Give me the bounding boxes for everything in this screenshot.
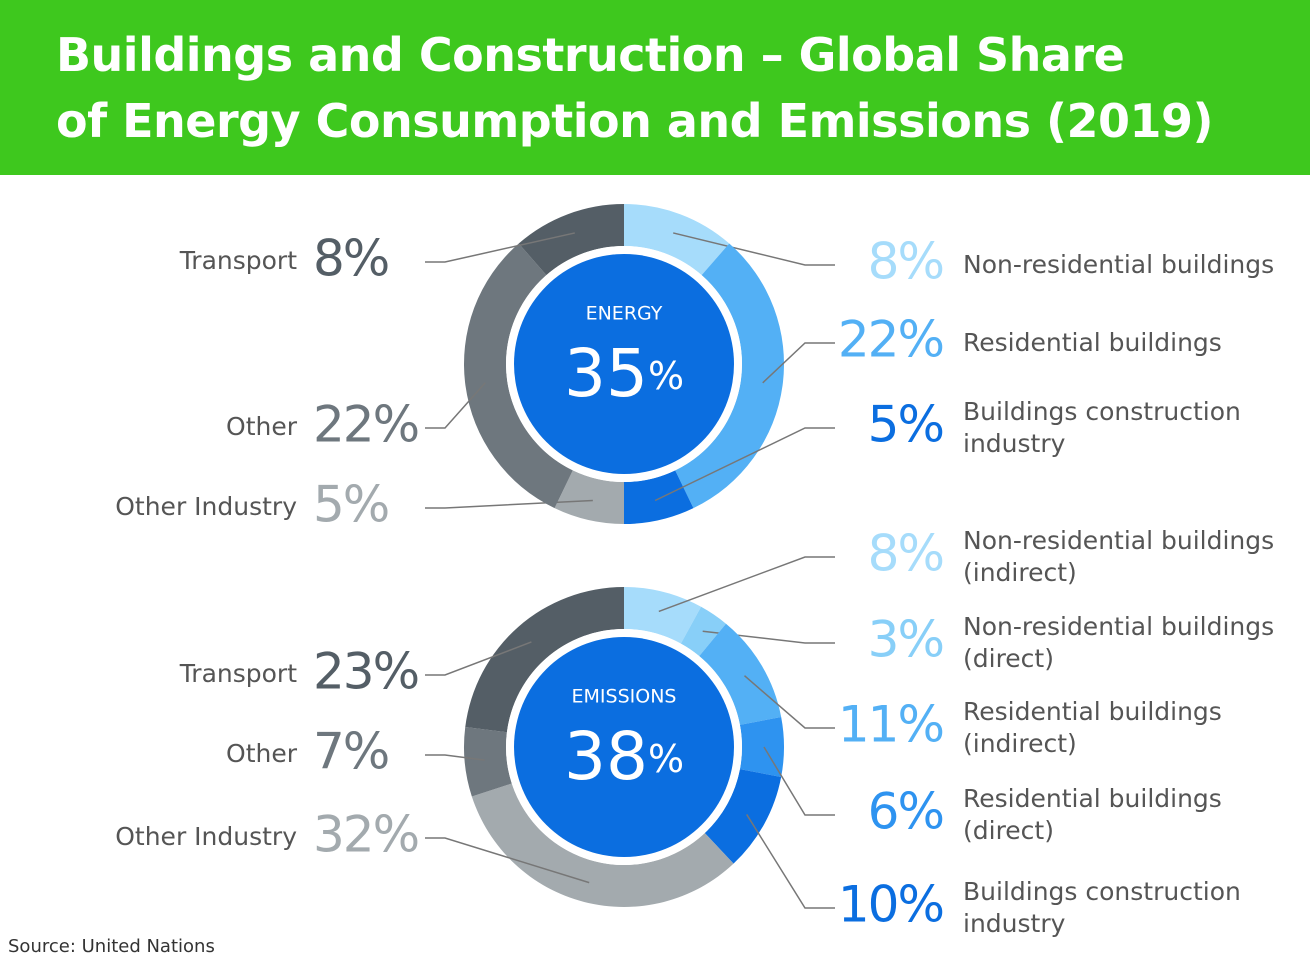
- leader-line: [763, 746, 835, 816]
- leader-line: [744, 675, 835, 729]
- center-label: EMISSIONS: [572, 686, 677, 708]
- slice: [624, 470, 694, 524]
- slice: [464, 726, 512, 797]
- value-label: 8%: [868, 525, 943, 583]
- category-label: Other: [226, 739, 298, 768]
- category-label: Residential buildings (direct): [963, 784, 1222, 845]
- source: Source: United Nations: [8, 936, 215, 957]
- leader-line: [654, 427, 835, 502]
- value-label: 3%: [868, 611, 943, 669]
- slice: [471, 783, 734, 908]
- category-label: Other Industry: [115, 492, 297, 521]
- slice: [518, 204, 624, 276]
- leader-line: [425, 754, 485, 761]
- leader-line: [425, 232, 575, 263]
- center-value-number: 38: [564, 718, 648, 795]
- slice: [464, 243, 573, 509]
- slice: [699, 623, 782, 725]
- category-label: Non-residential buildings: [963, 250, 1275, 279]
- value-label: 8%: [868, 233, 943, 291]
- leader-line: [762, 342, 835, 384]
- value-label: 22%: [838, 311, 943, 369]
- slice: [624, 204, 730, 276]
- value-label: 7%: [313, 723, 388, 781]
- value-label: 11%: [838, 696, 943, 754]
- slice: [554, 470, 624, 524]
- value-label: 23%: [313, 643, 418, 701]
- value-label: 22%: [313, 396, 418, 454]
- value-label: 32%: [313, 806, 418, 864]
- category-label: Residential buildings: [963, 328, 1222, 357]
- category-label: Transport: [179, 659, 298, 688]
- center-value-unit: %: [648, 354, 684, 398]
- category-label: Buildings construction industry: [963, 877, 1241, 938]
- leader-line: [425, 837, 590, 884]
- center-value-number: 35: [564, 335, 648, 412]
- slice: [704, 769, 782, 864]
- slice: [624, 587, 702, 644]
- value-label: 5%: [313, 476, 388, 534]
- leader-line: [746, 814, 835, 909]
- leader-line: [673, 232, 835, 266]
- center-disc: [514, 254, 734, 474]
- center-value: 35%: [564, 335, 684, 412]
- center-label: ENERGY: [586, 303, 663, 325]
- title-banner: Buildings and Construction – Global Shar…: [0, 0, 1310, 175]
- title-line: of Energy Consumption and Emissions (201…: [56, 94, 1214, 148]
- leader-line: [425, 382, 486, 429]
- leader-line: [658, 556, 835, 613]
- category-label: Non-residential buildings (indirect): [963, 526, 1275, 587]
- leader-line: [425, 641, 532, 676]
- value-label: 6%: [868, 783, 943, 841]
- category-label: Transport: [179, 246, 298, 275]
- value-label: 5%: [868, 396, 943, 454]
- category-label: Residential buildings (indirect): [963, 697, 1222, 758]
- category-label: Buildings construction industry: [963, 397, 1241, 458]
- center-value-unit: %: [648, 737, 684, 781]
- value-label: 10%: [838, 876, 943, 934]
- slice: [675, 243, 784, 509]
- category-label: Other Industry: [115, 822, 297, 851]
- title-line: Buildings and Construction – Global Shar…: [56, 28, 1125, 82]
- center-disc: [514, 637, 734, 857]
- category-label: Other: [226, 412, 298, 441]
- leader-line: [425, 499, 593, 509]
- category-label: Non-residential buildings (direct): [963, 612, 1275, 673]
- center-value: 38%: [564, 718, 684, 795]
- value-label: 8%: [313, 230, 388, 288]
- slice: [465, 587, 624, 733]
